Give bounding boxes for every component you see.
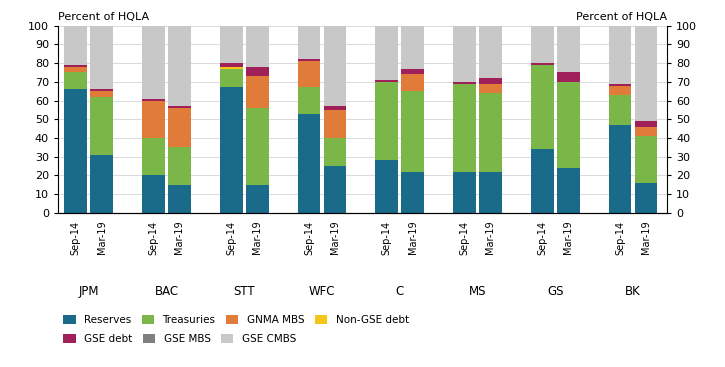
Text: MS: MS — [469, 285, 486, 298]
Bar — [323, 138, 347, 166]
Bar — [609, 125, 631, 213]
Bar — [479, 172, 502, 213]
Bar — [531, 63, 554, 65]
Bar — [557, 82, 579, 168]
Text: STT: STT — [233, 285, 255, 298]
Bar — [298, 114, 320, 213]
Bar — [91, 97, 113, 155]
Bar — [453, 82, 476, 84]
Bar — [220, 69, 243, 87]
Bar — [168, 108, 191, 147]
Bar — [298, 61, 320, 87]
Bar — [168, 26, 191, 106]
Bar — [220, 67, 243, 69]
Bar — [531, 26, 554, 63]
Bar — [402, 91, 424, 172]
Bar — [376, 82, 398, 160]
Bar — [531, 65, 554, 149]
Bar — [479, 78, 502, 84]
Legend: GSE debt, GSE MBS, GSE CMBS: GSE debt, GSE MBS, GSE CMBS — [63, 334, 297, 344]
Bar — [323, 26, 347, 106]
Bar — [168, 147, 191, 185]
Bar — [246, 185, 268, 213]
Bar — [609, 84, 631, 86]
Bar — [298, 87, 320, 114]
Bar — [91, 89, 113, 91]
Bar — [298, 26, 320, 59]
Text: Percent of HQLA: Percent of HQLA — [576, 12, 667, 22]
Bar — [634, 136, 658, 183]
Text: JPM: JPM — [78, 285, 99, 298]
Bar — [142, 138, 165, 175]
Bar — [609, 26, 631, 84]
Bar — [323, 110, 347, 138]
Bar — [557, 26, 579, 72]
Bar — [453, 172, 476, 213]
Bar — [246, 108, 268, 185]
Bar — [634, 121, 658, 127]
Bar — [402, 75, 424, 91]
Bar — [479, 84, 502, 93]
Bar — [557, 168, 579, 213]
Bar — [220, 26, 243, 63]
Bar — [142, 175, 165, 213]
Bar — [298, 59, 320, 61]
Bar — [376, 160, 398, 213]
Bar — [142, 99, 165, 101]
Bar — [142, 26, 165, 99]
Bar — [479, 26, 502, 78]
Text: GS: GS — [547, 285, 563, 298]
Bar — [453, 26, 476, 82]
Text: BAC: BAC — [154, 285, 178, 298]
Bar — [65, 65, 87, 67]
Bar — [531, 149, 554, 213]
Bar — [323, 166, 347, 213]
Bar — [246, 76, 268, 108]
Bar — [65, 73, 87, 89]
Text: Percent of HQLA: Percent of HQLA — [58, 12, 149, 22]
Bar — [402, 26, 424, 69]
Bar — [453, 84, 476, 172]
Bar — [609, 95, 631, 125]
Bar — [220, 63, 243, 67]
Bar — [634, 26, 658, 121]
Bar — [168, 185, 191, 213]
Text: BK: BK — [625, 285, 641, 298]
Bar — [557, 73, 579, 82]
Bar — [402, 69, 424, 75]
Bar — [376, 80, 398, 82]
Bar — [479, 93, 502, 172]
Bar — [91, 26, 113, 89]
Bar — [634, 127, 658, 136]
Bar — [168, 106, 191, 108]
Bar — [91, 91, 113, 97]
Bar — [402, 172, 424, 213]
Bar — [65, 26, 87, 65]
Bar — [142, 101, 165, 138]
Bar — [246, 67, 268, 76]
Bar — [65, 67, 87, 72]
Bar — [246, 26, 268, 67]
Bar — [220, 87, 243, 213]
Bar — [634, 183, 658, 213]
Bar — [91, 155, 113, 213]
Text: WFC: WFC — [309, 285, 335, 298]
Bar — [609, 86, 631, 95]
Text: C: C — [396, 285, 404, 298]
Bar — [323, 106, 347, 110]
Bar — [65, 89, 87, 213]
Bar — [376, 26, 398, 80]
